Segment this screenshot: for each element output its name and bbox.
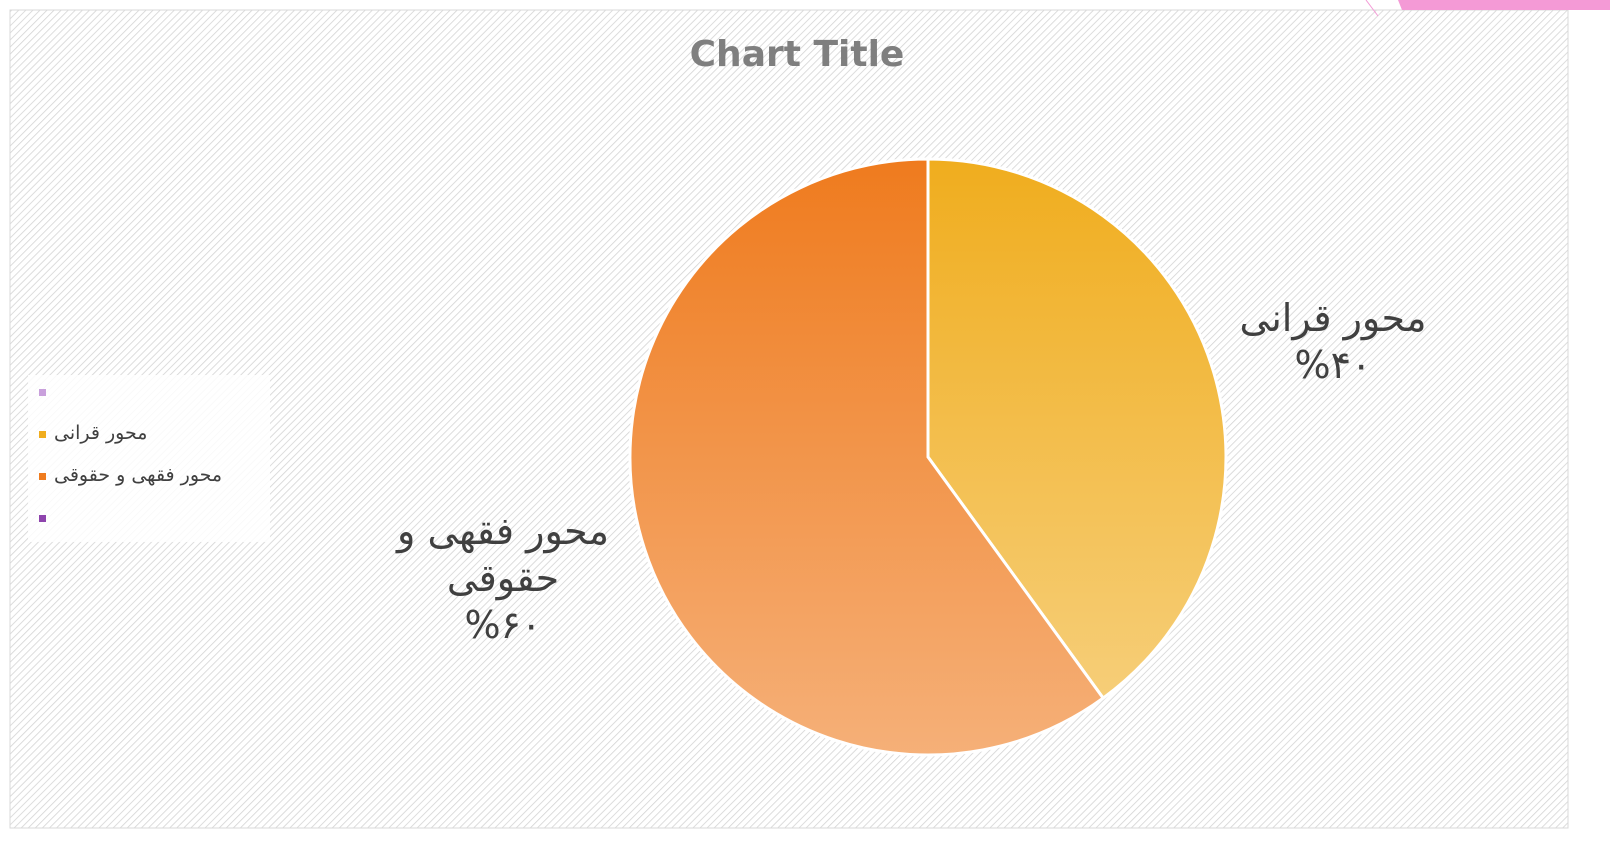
legend-marker bbox=[39, 473, 46, 480]
pie-slice bbox=[628, 157, 1106, 757]
legend-marker bbox=[39, 515, 46, 522]
pie-slice bbox=[926, 157, 1228, 701]
decoration-line bbox=[1365, 0, 1379, 17]
data-label-category: محور قرانی bbox=[1239, 296, 1427, 340]
legend-marker bbox=[39, 389, 46, 396]
data-label-value: %۶۰ bbox=[464, 603, 542, 647]
legend-box bbox=[28, 375, 270, 542]
legend-label: محور قرانی bbox=[54, 422, 148, 444]
decoration bbox=[1398, 0, 1610, 10]
chart-title: Chart Title bbox=[690, 34, 905, 75]
data-label-value: %۴۰ bbox=[1294, 343, 1372, 387]
data-label: محور فقهی و حقوقی %۶۰ bbox=[363, 508, 643, 649]
legend-label: محور فقهی و حقوقی bbox=[54, 464, 223, 486]
legend-marker bbox=[39, 431, 46, 438]
data-label-category: محور فقهی و حقوقی bbox=[397, 509, 609, 600]
data-label: محور قرانی %۴۰ bbox=[1193, 295, 1473, 389]
